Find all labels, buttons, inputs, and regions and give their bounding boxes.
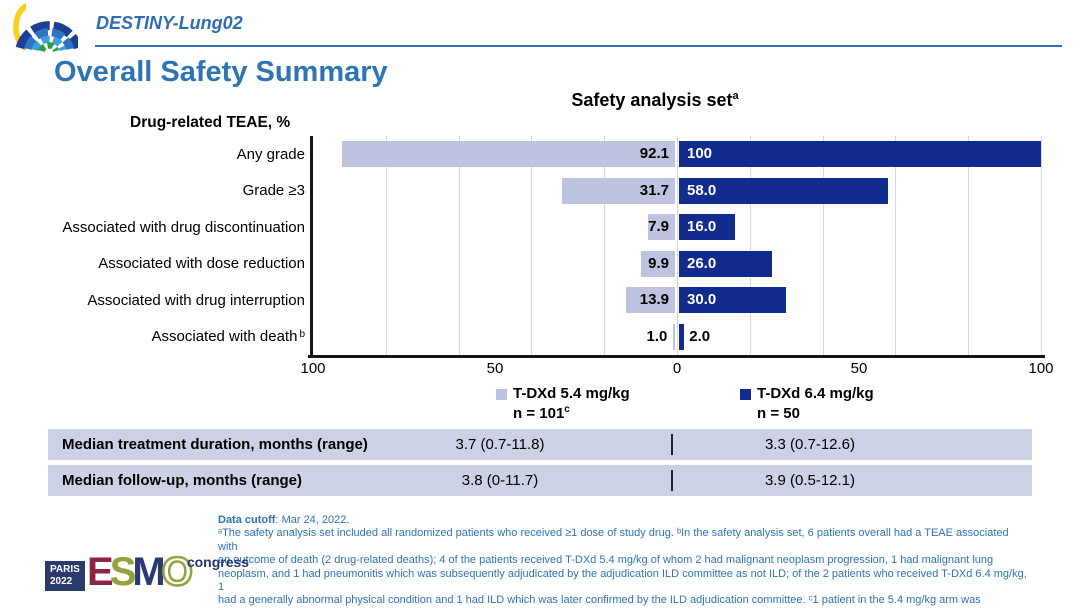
bar-value-right: 16.0 <box>687 218 717 236</box>
table-value-64: 3.3 (0.7-12.6) <box>764 436 856 453</box>
gridline <box>1041 136 1042 355</box>
gridline <box>531 136 533 355</box>
esmo-letter: E <box>87 550 114 594</box>
axis-tick-label: 100 <box>1028 360 1054 377</box>
footnote-line: an outcome of death (2 drug-related deat… <box>218 554 994 567</box>
bar-right <box>678 177 889 204</box>
legend-n-54-superscript: c <box>564 403 570 415</box>
legend-n-64: n = 50 <box>757 404 800 422</box>
category-label: Associated with dose reduction <box>98 255 305 273</box>
bar-left <box>673 323 676 350</box>
data-cutoff-line: Data cutoff: Mar 24, 2022. <box>218 514 1030 527</box>
footnote-line: neoplasm, and 1 had pneumonitis which wa… <box>218 567 1027 594</box>
esmo-letter: O <box>160 550 194 594</box>
axis-tick-label: 50 <box>850 360 868 377</box>
footnote-line: ᵃThe safety analysis set included all ra… <box>218 527 1009 553</box>
table-row-label: Median treatment duration, months (range… <box>62 436 368 453</box>
paris-label: PARIS <box>50 564 80 575</box>
chart-title-text: Safety analysis set <box>571 90 733 110</box>
legend-item-54: T-DXd 5.4 mg/kg n = 101c <box>496 385 630 424</box>
year-label: 2022 <box>50 576 73 587</box>
bar-value-left: 31.7 <box>639 181 669 199</box>
bar-left <box>640 250 676 277</box>
bar-right <box>678 214 736 241</box>
legend-label-64: T-DXd 6.4 mg/kg <box>757 385 874 402</box>
gridline <box>968 136 970 355</box>
bar-value-left: 9.9 <box>648 254 669 272</box>
table-value-54: 3.7 (0.7-11.8) <box>455 436 545 453</box>
bar-right <box>678 287 787 314</box>
bar-value-left: 13.9 <box>639 291 669 309</box>
gridline <box>604 136 606 355</box>
table-row-label: Median follow-up, months (range) <box>62 472 302 489</box>
destiny-fan-logo-icon <box>13 3 78 52</box>
bar-value-left: 1.0 <box>646 327 668 345</box>
x-axis-line <box>308 355 1045 358</box>
gridline <box>822 136 824 355</box>
esmo-letter: M <box>132 550 165 594</box>
header-rule <box>95 45 1062 47</box>
esmo-wordmark: ESMO <box>87 550 194 594</box>
category-label: Associated with death b <box>151 328 305 346</box>
bar-left <box>648 214 676 241</box>
esmo-congress-logo: PARIS 2022 ESMO congress <box>45 550 250 594</box>
bar-value-right: 26.0 <box>687 254 717 272</box>
bar-value-left: 7.9 <box>648 218 669 236</box>
legend-label-54: T-DXd 5.4 mg/kg <box>513 385 630 402</box>
legend-marker-64-icon <box>740 389 751 400</box>
axis-tick-label: 50 <box>486 360 504 377</box>
table-value-64: 3.9 (0.5-12.1) <box>764 472 856 489</box>
paris-2022-badge: PARIS 2022 <box>45 561 85 591</box>
table-row: Median treatment duration, months (range… <box>48 429 1032 460</box>
bar-left <box>626 287 676 314</box>
gridline <box>895 136 897 355</box>
y-axis-line <box>310 136 313 355</box>
category-label: Any grade <box>236 145 305 163</box>
bar-value-right: 30.0 <box>687 291 717 309</box>
gridline <box>458 136 460 355</box>
data-cutoff-value: : Mar 24, 2022. <box>275 514 350 526</box>
category-label: Associated with drug discontinuation <box>62 218 305 236</box>
bar-left <box>341 141 676 168</box>
plot-area: 92.1 100 31.7 58.0 7.9 16.0 9.9 26.0 13.9 30.0 1.0… <box>300 136 1054 377</box>
gridline <box>677 136 678 355</box>
table-column-divider <box>671 470 673 491</box>
bar-value-right: 58.0 <box>687 181 717 199</box>
data-cutoff-label: Data cutoff <box>218 514 276 526</box>
bar-right <box>678 250 772 277</box>
legend-marker-54-icon <box>496 389 507 400</box>
congress-label: congress <box>186 554 250 570</box>
chart-axis-label: Drug-related TEAE, % <box>130 114 291 131</box>
axis-tick-label: 100 <box>300 360 326 377</box>
bar-value-right: 100 <box>687 145 713 163</box>
table-row: Median follow-up, months (range) 3.8 (0-… <box>48 465 1032 496</box>
category-label: Grade ≥3 <box>242 182 305 200</box>
study-name: DESTINY-Lung02 <box>96 13 243 33</box>
bar-right <box>678 323 685 350</box>
esmo-letter: S <box>109 550 137 594</box>
legend-n-54: n = 101 <box>513 404 565 422</box>
bar-value-left: 92.1 <box>639 145 669 163</box>
chart-title: Safety analysis seta <box>455 90 855 111</box>
category-superscript: b <box>299 329 305 341</box>
category-label: Associated with drug interruption <box>87 291 305 309</box>
gridline <box>749 136 751 355</box>
axis-tick-label: 0 <box>672 360 682 377</box>
footnote-line: had a generally abnormal physical condit… <box>218 594 981 608</box>
footnotes: Data cutoff: Mar 24, 2022. ᵃThe safety a… <box>218 514 1030 608</box>
table-value-54: 3.8 (0-11.7) <box>461 472 539 489</box>
gridline <box>385 136 387 355</box>
bar-right <box>678 141 1041 168</box>
category-labels: Any grade Grade ≥3 Associated with drug di… <box>20 136 305 355</box>
bar-left <box>561 177 676 204</box>
legend-item-64: T-DXd 6.4 mg/kg n = 50 <box>740 385 874 424</box>
table-column-divider <box>671 434 673 455</box>
page-title: Overall Safety Summary <box>54 56 388 88</box>
chart-title-superscript: a <box>732 90 739 102</box>
bar-value-right: 2.0 <box>689 327 711 345</box>
